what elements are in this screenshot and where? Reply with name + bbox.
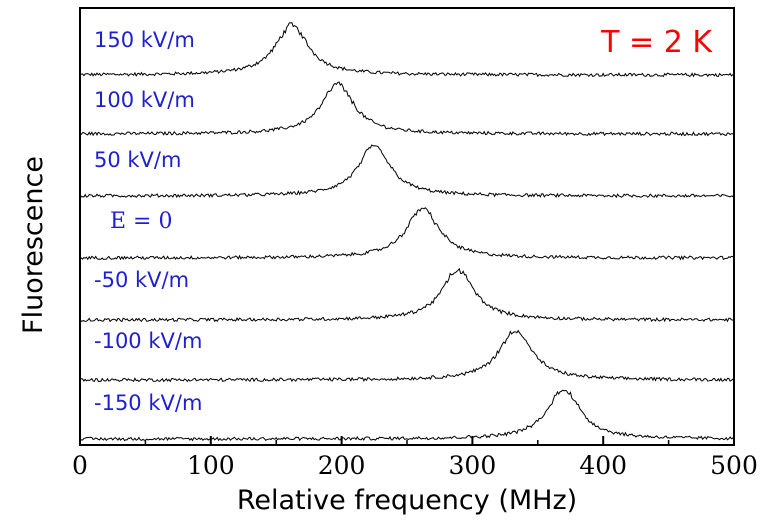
- trace-1: [79, 81, 735, 137]
- series-label-5: -100 kV/m: [94, 329, 202, 353]
- trace-4: [79, 267, 735, 323]
- x-tick-label-0: 0: [72, 451, 88, 480]
- x-ticks: 0 100 200 300 400 500: [72, 436, 758, 480]
- series-label-1: 100 kV/m: [94, 88, 195, 112]
- trace-2: [79, 144, 735, 199]
- x-axis-title: Relative frequency (MHz): [237, 485, 577, 516]
- series-labels: 150 kV/m 100 kV/m 50 kV/m E = 0 -50 kV/m -100…: [94, 28, 202, 415]
- trace-0: [80, 22, 735, 78]
- x-tick-label-4: 400: [579, 451, 627, 480]
- x-tick-label-1: 100: [187, 451, 235, 480]
- series-label-2: 50 kV/m: [94, 148, 181, 172]
- series-label-6: -150 kV/m: [94, 391, 202, 415]
- x-tick-label-5: 500: [710, 451, 758, 480]
- series-label-3: E = 0: [110, 209, 172, 234]
- trace-3: [79, 207, 735, 261]
- annotation-temperature: T = 2 K: [600, 25, 713, 60]
- x-tick-label-2: 200: [318, 451, 366, 480]
- series-label-4: -50 kV/m: [94, 268, 189, 292]
- series-label-0: 150 kV/m: [94, 28, 195, 52]
- y-axis-title: Fluorescence: [18, 156, 49, 334]
- trace-5: [79, 329, 735, 383]
- traces: [79, 22, 735, 442]
- x-tick-label-3: 300: [449, 451, 497, 480]
- trace-6: [79, 389, 735, 442]
